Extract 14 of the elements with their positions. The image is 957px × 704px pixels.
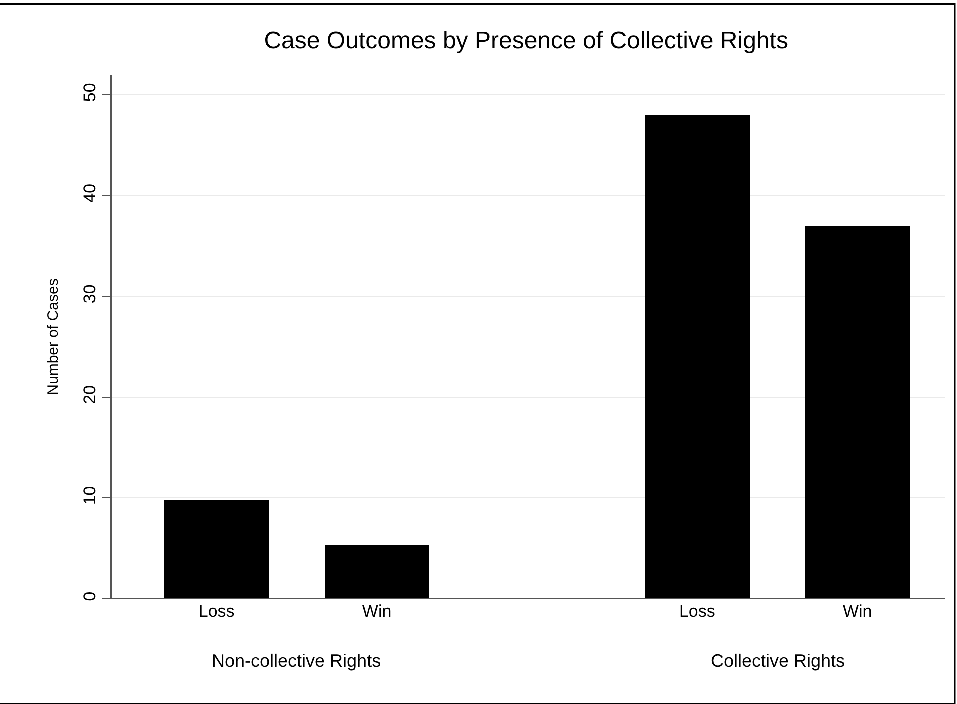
- chart-title: Case Outcomes by Presence of Collective Rights: [264, 27, 788, 54]
- x-tick-label: Loss: [679, 602, 716, 621]
- text: Collective Rights: [711, 651, 846, 671]
- y-tick-label: 30: [80, 284, 100, 304]
- y-tick-label: 40: [80, 184, 100, 203]
- y-tick-label: 10: [80, 486, 100, 506]
- y-tick-label: 50: [80, 83, 100, 102]
- y-tick-label: 0: [80, 592, 100, 602]
- y-tick-label: 20: [80, 385, 100, 404]
- x-tick-label: Loss: [198, 602, 235, 621]
- x-tick-label: Win: [842, 602, 872, 621]
- text: Non-collective Rights: [212, 651, 382, 671]
- y-axis-title: Number of Cases: [45, 278, 62, 396]
- x-tick-label: Win: [362, 602, 392, 621]
